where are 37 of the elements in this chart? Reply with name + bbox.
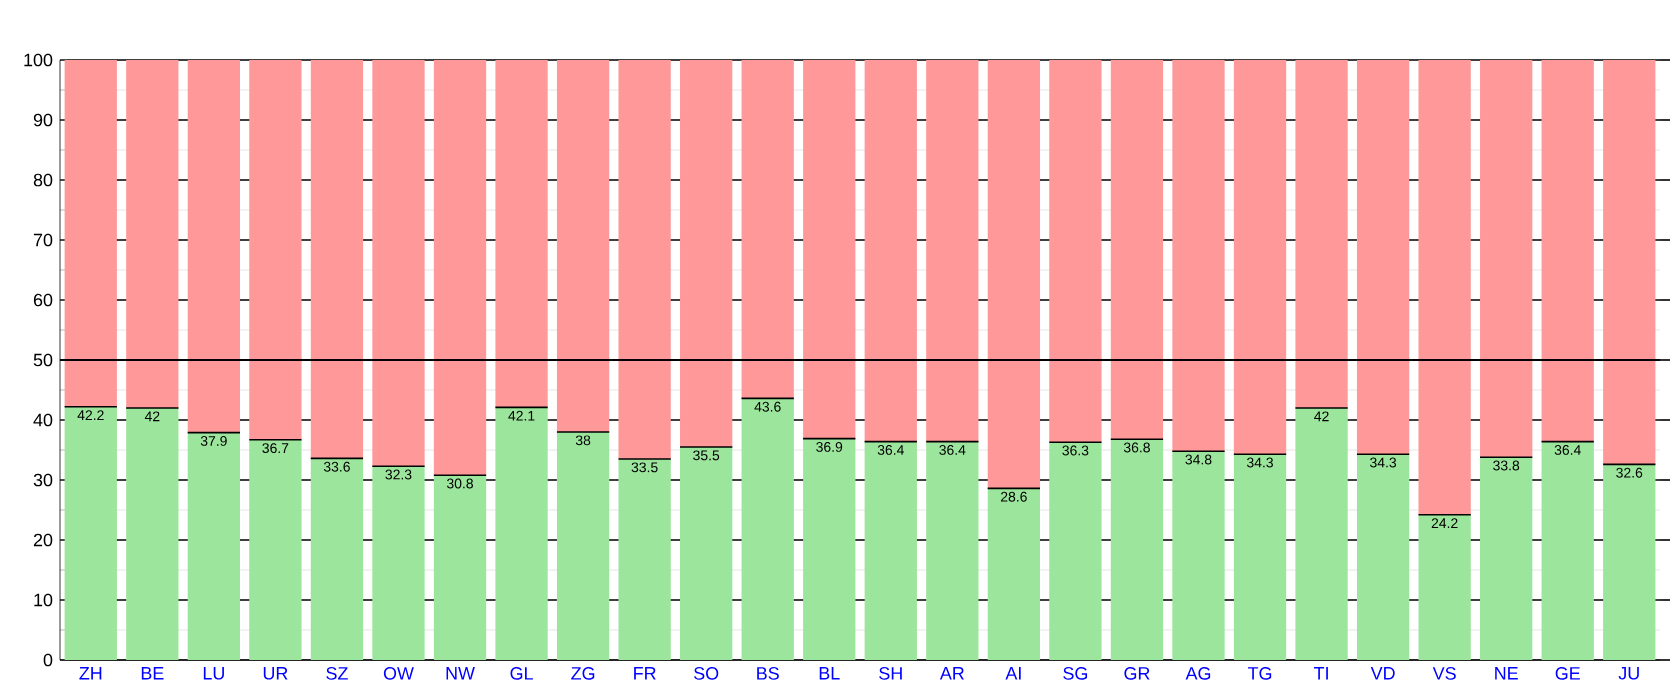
x-tick-label: NW	[446, 667, 475, 680]
x-tick-label: SG	[1063, 667, 1088, 680]
y-tick-label: 70	[33, 233, 53, 247]
x-tick-label: NE	[1495, 667, 1518, 680]
x-tick-label: AI	[1005, 667, 1021, 680]
x-tick-label: GL	[510, 667, 533, 680]
x-tick-label: VS	[1432, 667, 1456, 680]
y-tick-label: 50	[33, 353, 53, 367]
y-tick-label: 10	[34, 593, 53, 607]
x-tick-label: BE	[141, 667, 164, 680]
x-tick-label: SO	[694, 667, 719, 680]
x-tick-label: AR	[939, 667, 964, 680]
x-tick-label: FR	[634, 667, 656, 680]
x-tick-label: UR	[263, 667, 288, 680]
y-tick-label: 100	[24, 53, 53, 67]
y-tick-label: 0	[43, 653, 53, 667]
x-tick-label: ZH	[79, 667, 102, 680]
x-tick-label: SH	[879, 667, 902, 680]
y-tick-label: 60	[33, 293, 53, 307]
y-tick-label: 80	[33, 173, 53, 187]
y-tick-label: 20	[33, 533, 53, 547]
x-tick-label: SZ	[326, 667, 348, 680]
y-tick-label: 30	[33, 473, 53, 487]
x-tick-label: GR	[1124, 667, 1150, 680]
x-tick-label: BL	[819, 667, 840, 680]
x-tick-label: OW	[383, 667, 414, 680]
x-tick-label: BS	[757, 667, 779, 680]
x-tick-label: TI	[1314, 667, 1328, 680]
x-tick-label: VD	[1370, 667, 1395, 680]
x-tick-label: GE	[1555, 667, 1580, 680]
x-tick-label: LU	[203, 667, 224, 680]
x-tick-label: TG	[1247, 667, 1272, 680]
x-tick-label: JU	[1618, 667, 1639, 680]
x-tick-label: AG	[1185, 667, 1211, 680]
y-tick-label: 40	[33, 413, 53, 427]
y-tick-label: 90	[33, 113, 53, 127]
x-tick-label: ZG	[571, 667, 595, 680]
